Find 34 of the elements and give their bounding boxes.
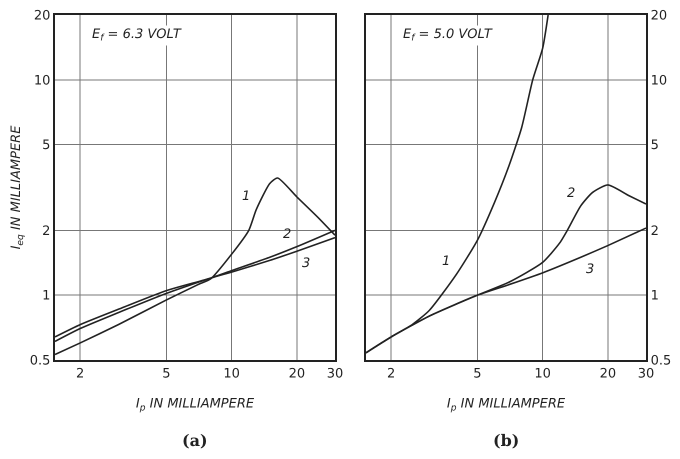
y-tick-label: 2 — [42, 224, 50, 239]
annotation: 3 — [586, 262, 594, 277]
x-tick-label: 5 — [473, 366, 482, 382]
y-tick-label: 1 — [42, 288, 50, 304]
x-tick-label: 20 — [600, 366, 616, 382]
x-tick-label: 2 — [387, 366, 396, 382]
x-tick-label: 10 — [534, 366, 551, 382]
y-tick-label: 2 — [650, 224, 659, 239]
x-axis-title: I$_{p}$ IN MILLIAMPERE — [446, 396, 566, 414]
x-tick-label: 30 — [326, 366, 344, 382]
x-tick-label: 20 — [288, 366, 306, 382]
x-tick-label: 30 — [638, 366, 654, 382]
x-tick-label: 2 — [76, 366, 84, 382]
y-tick-label: 5 — [42, 138, 50, 154]
y-tick-label: 10 — [650, 73, 668, 88]
annotation: 2 — [567, 186, 576, 201]
annotation: 1 — [442, 254, 450, 269]
annotation: 1 — [242, 189, 250, 204]
x-tick-label: 5 — [162, 366, 171, 382]
y-tick-label: 10 — [34, 73, 50, 88]
annotation: 3 — [302, 256, 310, 271]
annotation: 2 — [283, 227, 292, 242]
annotation: E$_{f}$ = 5.0 VOLT — [403, 27, 493, 44]
annotation: E$_{f}$ = 6.3 VOLT — [92, 27, 182, 44]
x-tick-label: 10 — [223, 366, 240, 382]
y-tick-label: 20 — [650, 8, 668, 24]
x-axis-title: I$_{p}$ IN MILLIAMPERE — [136, 396, 255, 414]
y-tick-label: 0.5 — [650, 354, 672, 369]
y-tick-label: 20 — [34, 8, 50, 24]
text: (a) — [182, 431, 208, 450]
y-tick-label: 0.5 — [30, 354, 50, 369]
y-tick-label: 1 — [650, 288, 659, 304]
text: (b) — [493, 431, 520, 450]
y-tick-label: 5 — [650, 138, 659, 154]
